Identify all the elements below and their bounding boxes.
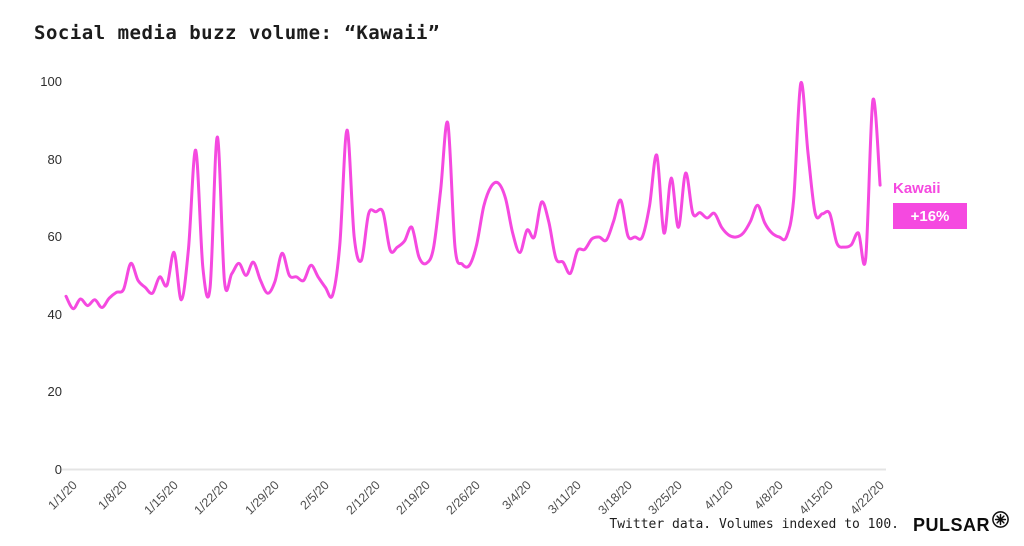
pulsar-logo: PULSAR — [912, 511, 1010, 535]
y-axis-label: 60 — [47, 229, 62, 244]
change-badge: +16% — [893, 203, 967, 229]
y-axis-label: 0 — [54, 461, 62, 477]
series-label: Kawaii — [893, 180, 941, 197]
kawaii-buzz-line — [64, 81, 882, 311]
source-note: Twitter data. Volumes indexed to 100. — [609, 517, 899, 532]
page-title: Social media buzz volume: “Kawaii” — [34, 22, 440, 44]
pulsar-wordmark: PULSAR — [912, 515, 990, 535]
y-axis-label: 40 — [47, 306, 62, 322]
y-axis-label: 80 — [47, 151, 62, 167]
footer: Twitter data. Volumes indexed to 100. PU… — [609, 511, 1010, 535]
y-axis-label: 100 — [40, 74, 62, 89]
y-axis-label: 20 — [47, 384, 62, 399]
asterisk-icon — [992, 511, 1009, 528]
